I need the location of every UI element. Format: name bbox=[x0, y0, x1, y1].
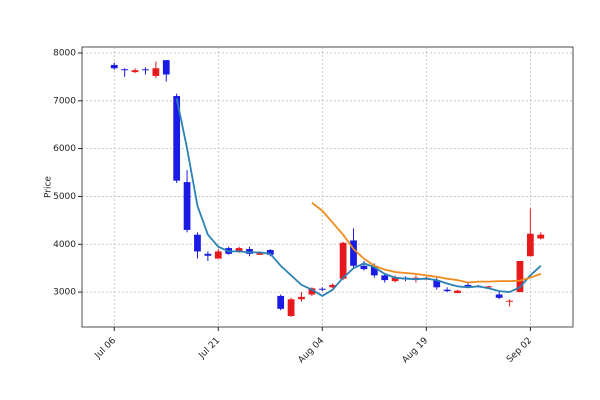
y-tick-label: 4000 bbox=[53, 240, 76, 250]
plot-frame bbox=[81, 46, 574, 328]
candle-body bbox=[485, 286, 493, 288]
candle-body bbox=[110, 64, 118, 69]
y-tick-label: 8000 bbox=[53, 48, 76, 58]
candle-body bbox=[214, 251, 222, 259]
candle-body bbox=[391, 277, 399, 282]
candle-body bbox=[298, 296, 305, 300]
candle-body bbox=[329, 284, 337, 288]
candle-body bbox=[495, 294, 503, 298]
candle-body bbox=[516, 261, 524, 293]
candle-body bbox=[194, 234, 201, 252]
candle-body bbox=[152, 68, 160, 76]
candle-body bbox=[142, 69, 149, 71]
candle-body bbox=[360, 265, 368, 270]
moving-average-line bbox=[175, 98, 542, 297]
y-axis-label: Price bbox=[44, 176, 54, 198]
candle-body bbox=[246, 249, 253, 254]
moving-average-line bbox=[311, 201, 542, 284]
candle-body bbox=[277, 295, 285, 309]
candle-body bbox=[131, 70, 139, 73]
candle-body bbox=[287, 299, 295, 317]
candle-body bbox=[464, 284, 472, 287]
y-tick-label: 3000 bbox=[53, 288, 76, 298]
candle-body bbox=[433, 280, 441, 288]
candle-body bbox=[121, 69, 129, 71]
candle-body bbox=[350, 240, 357, 266]
candle-body bbox=[339, 242, 347, 279]
candle-body bbox=[162, 60, 170, 75]
candle-body bbox=[526, 233, 534, 257]
candle-body bbox=[173, 96, 181, 181]
candle-body bbox=[506, 300, 513, 302]
candle-body bbox=[256, 252, 264, 255]
y-tick-label: 6000 bbox=[53, 144, 76, 154]
candle-body bbox=[381, 275, 389, 281]
candle-body bbox=[454, 290, 461, 294]
candle-body bbox=[370, 265, 378, 276]
candle-body bbox=[183, 182, 191, 230]
y-tick-label: 5000 bbox=[53, 192, 76, 202]
candle-body bbox=[318, 288, 326, 290]
candle-body bbox=[204, 253, 212, 256]
candle-body bbox=[266, 250, 274, 255]
candle-body bbox=[308, 288, 316, 295]
candle-body bbox=[443, 289, 451, 292]
y-tick-label: 7000 bbox=[53, 96, 76, 106]
candle-body bbox=[537, 234, 545, 239]
candle-body bbox=[235, 248, 243, 252]
